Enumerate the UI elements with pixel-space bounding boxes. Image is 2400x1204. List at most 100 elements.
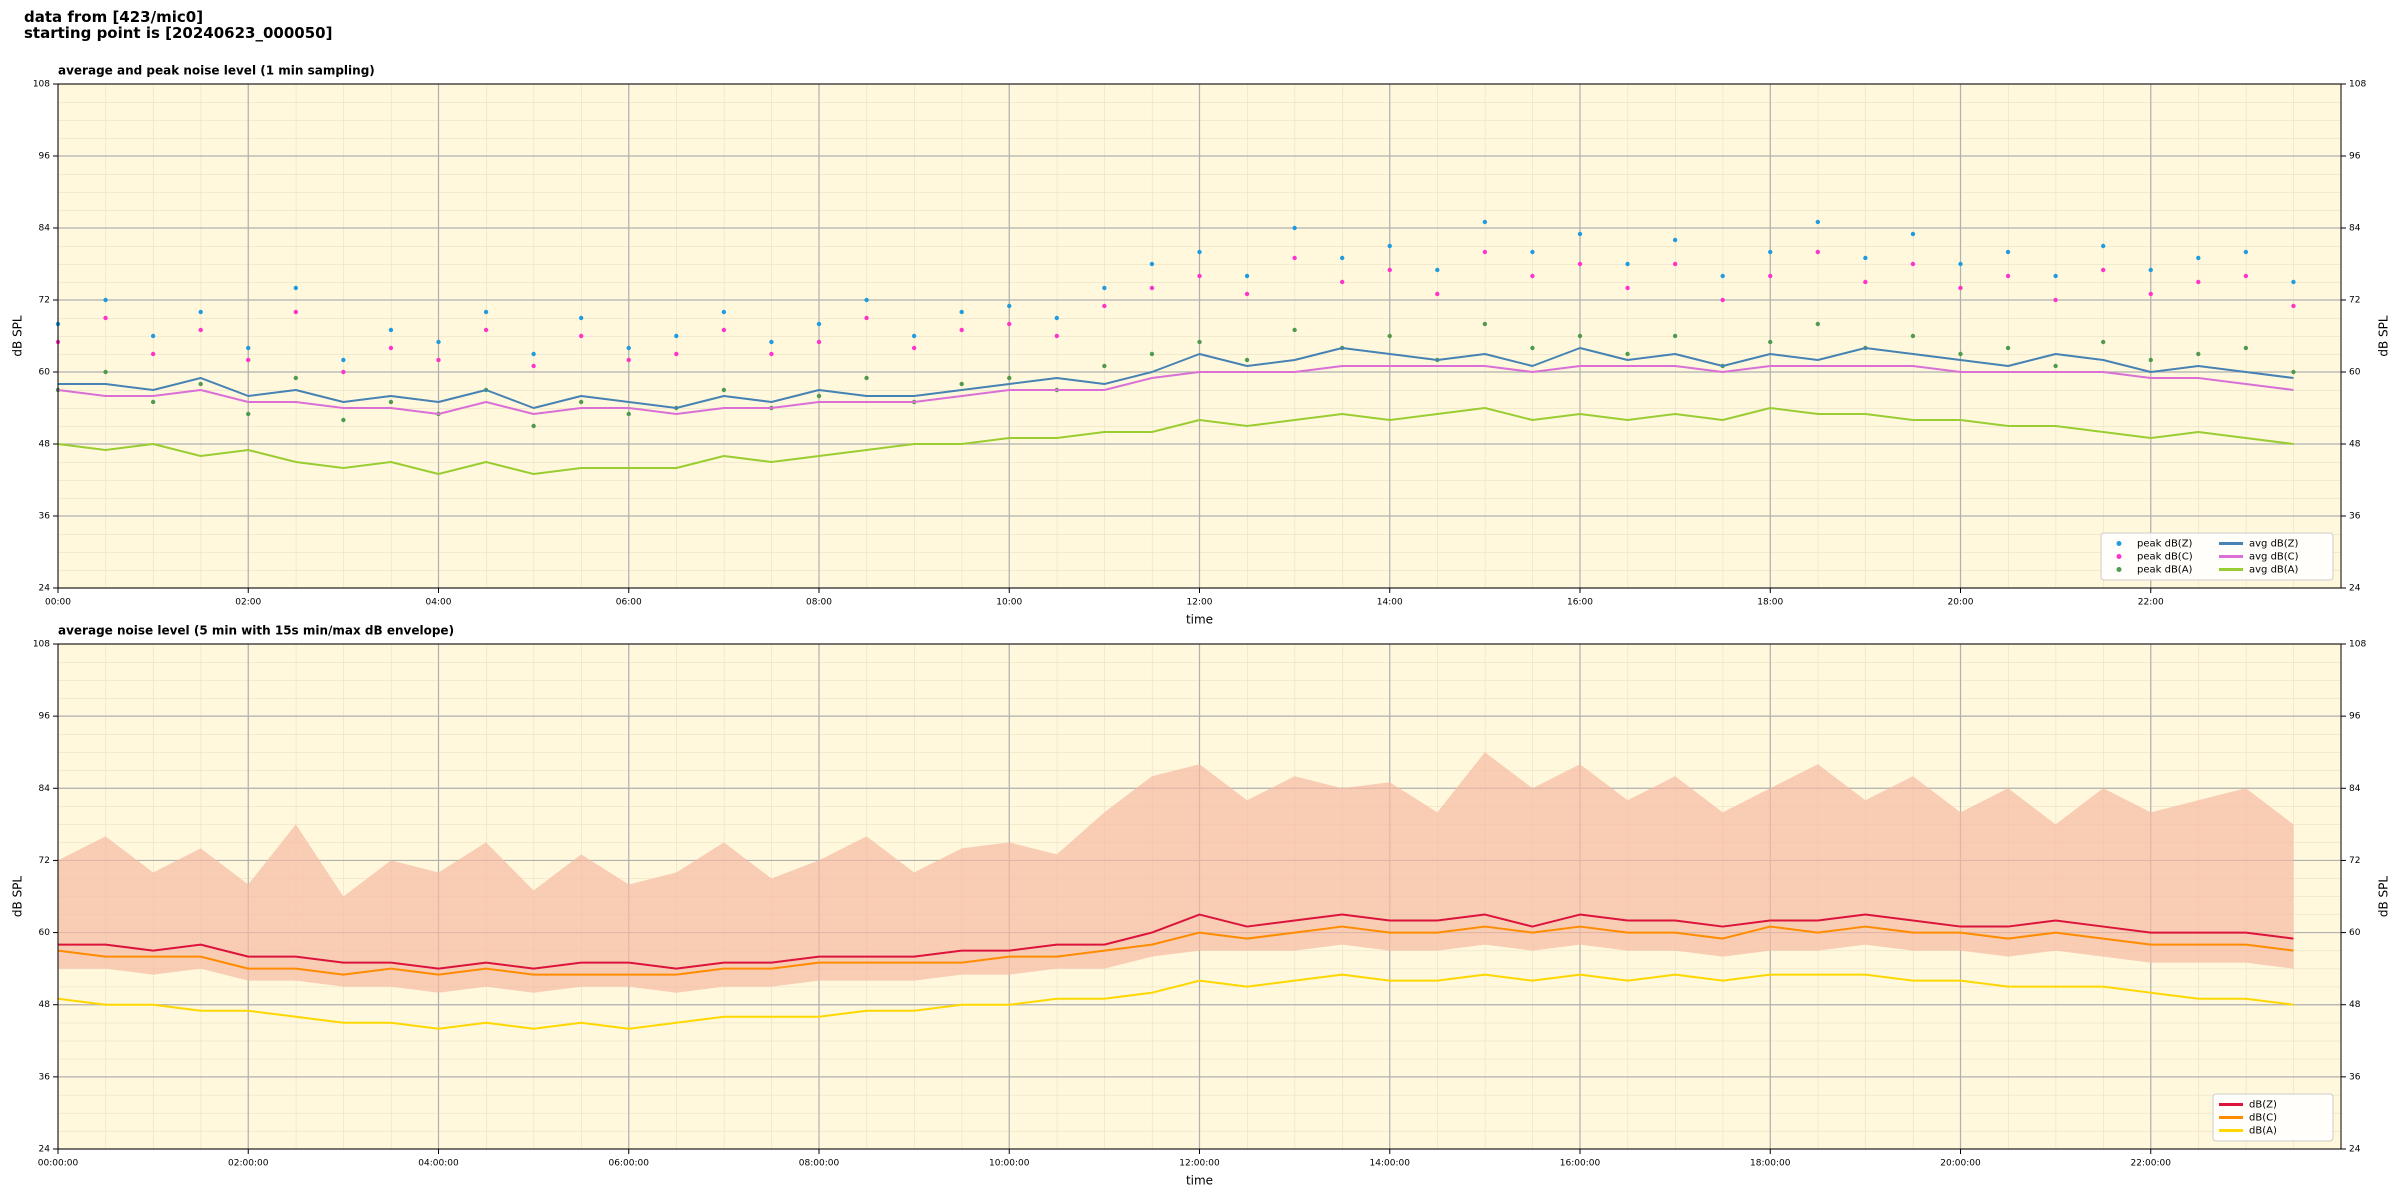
y2-tick-label: 36 [2349,512,2361,522]
scatter-point [1672,333,1678,339]
y2-tick-label: 96 [2349,712,2361,722]
y-tick-label: 108 [33,80,50,90]
y-axis-label: dB SPL [11,876,25,918]
x-tick-label: 20:00:00 [1940,1159,1981,1169]
scatter-point [1815,321,1821,327]
scatter-point [2243,345,2249,351]
y-tick-label: 72 [39,296,50,306]
x-tick-label: 06:00:00 [609,1159,650,1169]
scatter-point [246,357,251,363]
scatter-point [198,381,203,387]
y-tick-label: 60 [39,368,51,378]
scatter-point [1197,273,1202,279]
scatter-point [1435,267,1440,273]
scatter-point [2196,279,2201,285]
y-tick-label: 84 [39,224,51,234]
scatter-point [959,381,964,387]
scatter-point [1720,273,1725,279]
scatter-point [1863,279,1868,285]
scatter-point [578,315,584,321]
legend-label: peak dB(C) [2137,552,2193,563]
scatter-point [150,333,156,339]
scatter-point [246,411,251,417]
scatter-point [1625,351,1630,357]
scatter-point [483,327,489,333]
scatter-point [1910,261,1916,267]
x-tick-label: 18:00:00 [1750,1159,1791,1169]
y-tick-label: 36 [39,512,51,522]
header-line: data from [423/mic0] [24,8,203,26]
scatter-point [1007,303,1012,309]
scatter-point [1292,327,1297,333]
scatter-point [2148,291,2153,297]
scatter-point [1625,285,1630,291]
scatter-point [1910,231,1916,237]
legend-label: avg dB(C) [2249,552,2299,563]
scatter-point [1768,249,1773,255]
chart-title: average and peak noise level (1 min samp… [58,64,375,78]
scatter-point [1577,231,1583,237]
scatter-point [864,297,869,303]
scatter-point [2291,303,2296,309]
scatter-point [341,369,346,375]
scatter-point [103,369,108,375]
scatter-point [911,333,917,339]
series-line [57,925,2294,976]
y2-tick-label: 84 [2349,784,2361,794]
scatter-point [1530,273,1535,279]
y2-tick-label: 60 [2349,928,2361,938]
scatter-point [2148,267,2153,273]
y2-tick-label: 72 [2349,296,2360,306]
scatter-point [674,351,679,357]
x-tick-label: 08:00:00 [799,1159,840,1169]
x-tick-label: 22:00 [2138,598,2164,608]
y2-tick-label: 24 [2349,1145,2361,1155]
scatter-point [1625,261,1630,267]
y2-tick-label: 48 [2349,440,2361,450]
legend-marker [2116,554,2122,559]
legend-box [2100,532,2334,581]
scatter-point [1292,255,1297,261]
scatter-point [150,399,156,405]
series-line [58,347,2294,409]
scatter-point [2196,351,2201,357]
scatter-point [388,327,394,333]
series-line [57,973,2294,1030]
legend-marker [2116,567,2122,572]
scatter-point [626,357,631,363]
scatter-point [1577,333,1583,339]
y2-axis-label: dB SPL [2377,315,2391,357]
scatter-point [341,357,346,363]
y-tick-label: 48 [39,1000,51,1010]
envelope-area [58,752,2294,993]
scatter-point [769,351,774,357]
legend-label: peak dB(A) [2137,565,2193,576]
legend-label: dB(C) [2249,1113,2277,1124]
x-tick-label: 02:00:00 [228,1159,269,1169]
scatter-point [1007,375,1012,381]
y2-axis-label: dB SPL [2377,876,2391,918]
scatter-point [1244,357,1250,363]
scatter-point [911,345,917,351]
scatter-point [1720,297,1725,303]
legend-marker [2116,541,2122,546]
scatter-point [1815,219,1821,225]
scatter-point [388,345,394,351]
scatter-point [721,327,727,333]
scatter-point [816,393,822,399]
x-tick-label: 10:00:00 [989,1159,1030,1169]
y-tick-label: 84 [39,784,51,794]
series-line [57,365,2294,415]
scatter-point [1339,255,1345,261]
scatter-point [2100,267,2106,273]
scatter-point [2243,249,2249,255]
scatter-point [198,309,203,315]
scatter-point [1435,291,1440,297]
y-tick-label: 96 [39,712,51,722]
y-tick-label: 108 [33,640,50,650]
y-tick-label: 60 [39,928,51,938]
y2-tick-label: 108 [2349,640,2366,650]
x-tick-label: 16:00:00 [1560,1159,1601,1169]
scatter-point [1482,219,1488,225]
scatter-point [864,315,869,321]
